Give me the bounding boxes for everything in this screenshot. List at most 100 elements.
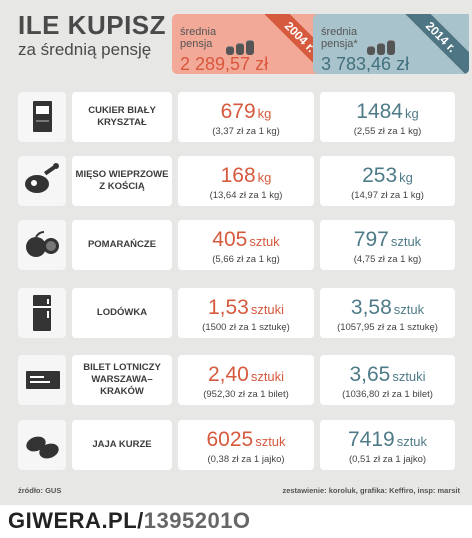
coins-icon [367, 40, 407, 55]
item-name: JAJA KURZE [92, 439, 152, 450]
item-name: POMARAŃCZE [87, 239, 157, 250]
title-block: ILE KUPISZ za średnią pensję [18, 10, 166, 60]
item-name-cell: POMARAŃCZE [72, 220, 172, 270]
infographic: ILE KUPISZ za średnią pensję średnia pen… [0, 0, 472, 505]
item-row-plane-ticket: BILET LOTNICZY WARSZAWA– KRAKÓW 2,40 sztu… [18, 355, 455, 405]
page-title: ILE KUPISZ [18, 10, 167, 40]
unit-2004: sztuk [255, 434, 286, 449]
salary-label-2014: średnia pensja* [321, 26, 358, 50]
price-note-2014: (1036,80 zł za 1 bilet) [342, 389, 433, 400]
item-row-oranges: POMARAŃCZE 405 sztuk (5,66 zł za 1 kg) 79… [18, 220, 455, 270]
watermark-site: GIWERA.PL/ [8, 508, 144, 533]
item-name-cell: MIĘSO WIEPRZOWE Z KOŚCIĄ [72, 156, 172, 206]
unit-2014: sztuki [392, 369, 426, 384]
value-cell-2004: 1,53 sztuki (1500 zł za 1 sztukę) [178, 288, 314, 338]
item-icon-cell [18, 288, 66, 338]
quantity-2014: 797 [353, 228, 389, 251]
value-cell-2014: 253 kg (14,97 zł za 1 kg) [320, 156, 455, 206]
value-cell-2014: 3,58 sztuk (1057,95 zł za 1 sztukę) [320, 288, 455, 338]
quantity-2004: 2,40 [207, 363, 249, 386]
value-cell-2014: 797 sztuk (4,75 zł za 1 kg) [320, 220, 455, 270]
price-note-2004: (952,30 zł za 1 bilet) [203, 389, 289, 400]
quantity-2014: 7419 [347, 428, 395, 451]
item-icon-cell [18, 92, 66, 142]
site-watermark: GIWERA.PL/1395201O [8, 508, 251, 534]
unit-2014: sztuk [393, 302, 425, 317]
item-icon-cell [18, 156, 66, 206]
quantity-2014: 3,65 [349, 363, 391, 386]
value-cell-2014: 7419 sztuk (0,51 zł za 1 jajko) [320, 420, 455, 470]
item-icon-cell [18, 355, 66, 405]
coins-icon [226, 40, 266, 55]
value-cell-2004: 2,40 sztuki (952,30 zł za 1 bilet) [178, 355, 314, 405]
value-cell-2014: 1484 kg (2,55 zł za 1 kg) [320, 92, 455, 142]
price-note-2004: (1500 zł za 1 sztukę) [202, 322, 290, 333]
source-note: źródło: GUS [18, 486, 62, 495]
quantity-2004: 168 [220, 164, 256, 187]
quantity-2004: 679 [220, 100, 256, 123]
quantity-2004: 1,53 [207, 296, 249, 319]
salary-label-2004: średnia pensja [180, 26, 216, 50]
item-name-cell: LODÓWKA [72, 288, 172, 338]
unit-2004: kg [257, 170, 272, 185]
item-name-cell: JAJA KURZE [72, 420, 172, 470]
price-note-2014: (2,55 zł za 1 kg) [353, 126, 422, 137]
value-cell-2014: 3,65 sztuki (1036,80 zł za 1 bilet) [320, 355, 455, 405]
item-row-sugar: CUKIER BIAŁY KRYSZTAŁ 679 kg (3,37 zł za … [18, 92, 455, 142]
item-row-eggs: JAJA KURZE 6025 sztuk (0,38 zł za 1 jajko… [18, 420, 455, 470]
price-note-2014: (14,97 zł za 1 kg) [351, 190, 424, 201]
unit-2014: sztuk [390, 234, 422, 249]
quantity-2014: 1484 [356, 100, 403, 123]
value-cell-2004: 679 kg (3,37 zł za 1 kg) [178, 92, 314, 142]
header-2014: średnia pensja* 3 783,46 zł 2014 r. [313, 14, 469, 74]
unit-2014: kg [404, 106, 419, 121]
quantity-2004: 6025 [206, 428, 254, 451]
quantity-2014: 3,58 [350, 296, 392, 319]
item-icon-cell [18, 420, 66, 470]
salary-amount-2014: 3 783,46 zł [321, 54, 410, 74]
fridge-icon [33, 295, 51, 331]
unit-2004: sztuk [249, 234, 280, 249]
plane-ticket-icon [26, 371, 60, 389]
item-name: CUKIER BIAŁY KRYSZTAŁ [88, 105, 156, 128]
item-row-fridge: LODÓWKA 1,53 sztuki (1500 zł za 1 sztukę)… [18, 288, 455, 338]
item-name: MIĘSO WIEPRZOWE Z KOŚCIĄ [75, 169, 169, 192]
item-icon-cell [18, 220, 66, 270]
value-cell-2004: 405 sztuk (5,66 zł za 1 kg) [178, 220, 314, 270]
unit-2004: kg [257, 106, 272, 121]
price-note-2004: (13,64 zł za 1 kg) [209, 190, 283, 201]
price-note-2004: (3,37 zł za 1 kg) [212, 126, 280, 137]
price-note-2004: (0,38 zł za 1 jajko) [207, 454, 285, 465]
unit-2004: sztuki [250, 302, 285, 317]
salary-label-line2: pensja [180, 38, 213, 50]
value-cell-2004: 168 kg (13,64 zł za 1 kg) [178, 156, 314, 206]
eggs-icon [26, 436, 59, 459]
watermark-id: 1395201O [143, 508, 251, 533]
unit-2014: kg [399, 170, 413, 185]
quantity-2004: 405 [212, 228, 248, 251]
orange-icon [26, 231, 59, 257]
item-row-meat: MIĘSO WIEPRZOWE Z KOŚCIĄ 168 kg (13,64 zł… [18, 156, 455, 206]
item-name: BILET LOTNICZY WARSZAWA– KRAKÓW [83, 362, 161, 397]
credits-note: zestawienie: koroluk, grafika: Keffiro, … [282, 486, 460, 495]
price-note-2014: (1057,95 zł za 1 sztukę) [337, 322, 438, 333]
sugar-bag-icon [33, 101, 52, 132]
salary-label-line1: średnia [321, 26, 358, 38]
quantity-2014: 253 [362, 164, 398, 187]
salary-amount-2004: 2 289,57 zł [180, 54, 269, 74]
salary-label-line2: pensja* [321, 38, 358, 50]
price-note-2004: (5,66 zł za 1 kg) [212, 254, 280, 265]
page-subtitle: za średnią pensję [18, 40, 152, 59]
meat-leg-icon [25, 163, 59, 193]
value-cell-2004: 6025 sztuk (0,38 zł za 1 jajko) [178, 420, 314, 470]
year-ribbon-2014: 2014 r. [399, 14, 469, 74]
price-note-2014: (4,75 zł za 1 kg) [353, 254, 422, 265]
header-2004: średnia pensja 2 289,57 zł 2004 r. [172, 14, 328, 74]
unit-2014: sztuk [396, 434, 428, 449]
price-note-2014: (0,51 zł za 1 jajko) [348, 454, 427, 465]
item-name-cell: CUKIER BIAŁY KRYSZTAŁ [72, 92, 172, 142]
item-name-cell: BILET LOTNICZY WARSZAWA– KRAKÓW [72, 355, 172, 405]
item-name: LODÓWKA [96, 307, 148, 318]
unit-2004: sztuki [250, 369, 285, 384]
salary-label-line1: średnia [180, 26, 217, 38]
